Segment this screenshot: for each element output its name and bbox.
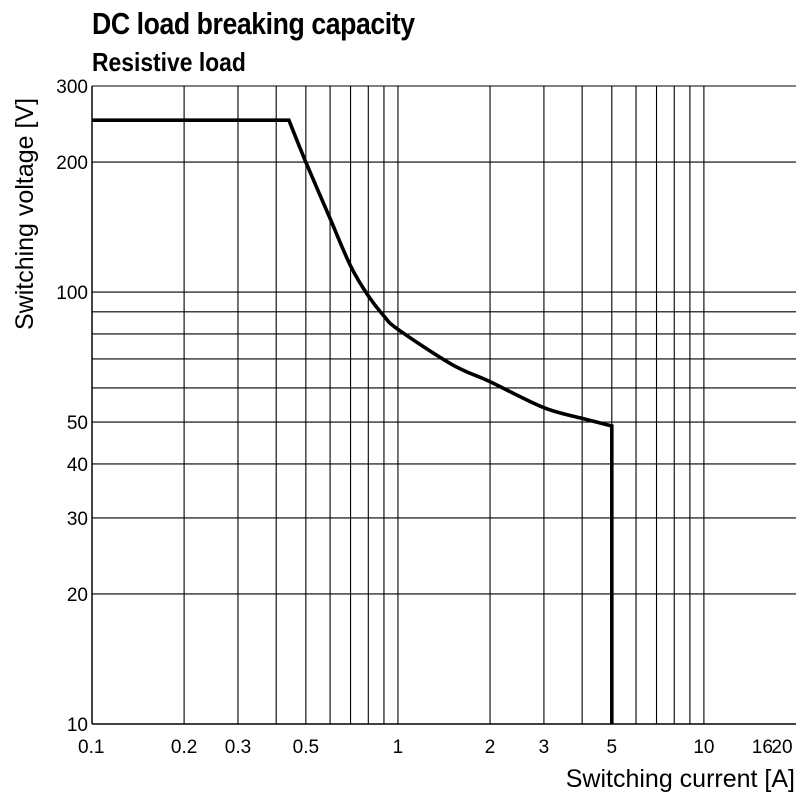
y-tick-label: 30	[67, 509, 88, 530]
series-group	[92, 118, 614, 724]
y-tick-label: 300	[56, 77, 88, 98]
plot-frame	[91, 86, 796, 725]
y-tick-label: 100	[56, 283, 88, 304]
series-line	[92, 118, 614, 724]
y-tick-label: 20	[67, 585, 88, 606]
y-tick-label: 10	[67, 715, 88, 736]
x-gridlines	[91, 86, 705, 724]
y-tick-labels: 10 20 30 40 50 100 200 300	[56, 77, 88, 736]
x-tick-label: 0.5	[293, 737, 319, 758]
x-tick-label: 20	[771, 737, 792, 758]
x-tick-label: 0.1	[78, 737, 104, 758]
y-gridlines	[92, 85, 796, 725]
y-tick-label: 40	[67, 455, 88, 476]
chart-title: DC load breaking capacity	[92, 6, 415, 41]
x-tick-label: 1	[393, 737, 404, 758]
x-tick-label: 3	[539, 737, 550, 758]
y-tick-label: 200	[56, 153, 88, 174]
y-axis-label: Switching voltage [V]	[11, 98, 39, 330]
x-axis-label: Switching current [A]	[566, 765, 795, 793]
y-tick-label: 50	[67, 413, 88, 434]
chart-subtitle: Resistive load	[92, 47, 246, 77]
x-tick-label: 2	[485, 737, 496, 758]
x-tick-label: 5	[607, 737, 618, 758]
x-tick-label: 0.3	[225, 737, 251, 758]
x-tick-label: 10	[693, 737, 714, 758]
x-tick-label: 0.2	[171, 737, 197, 758]
x-tick-label: 16	[752, 737, 773, 758]
